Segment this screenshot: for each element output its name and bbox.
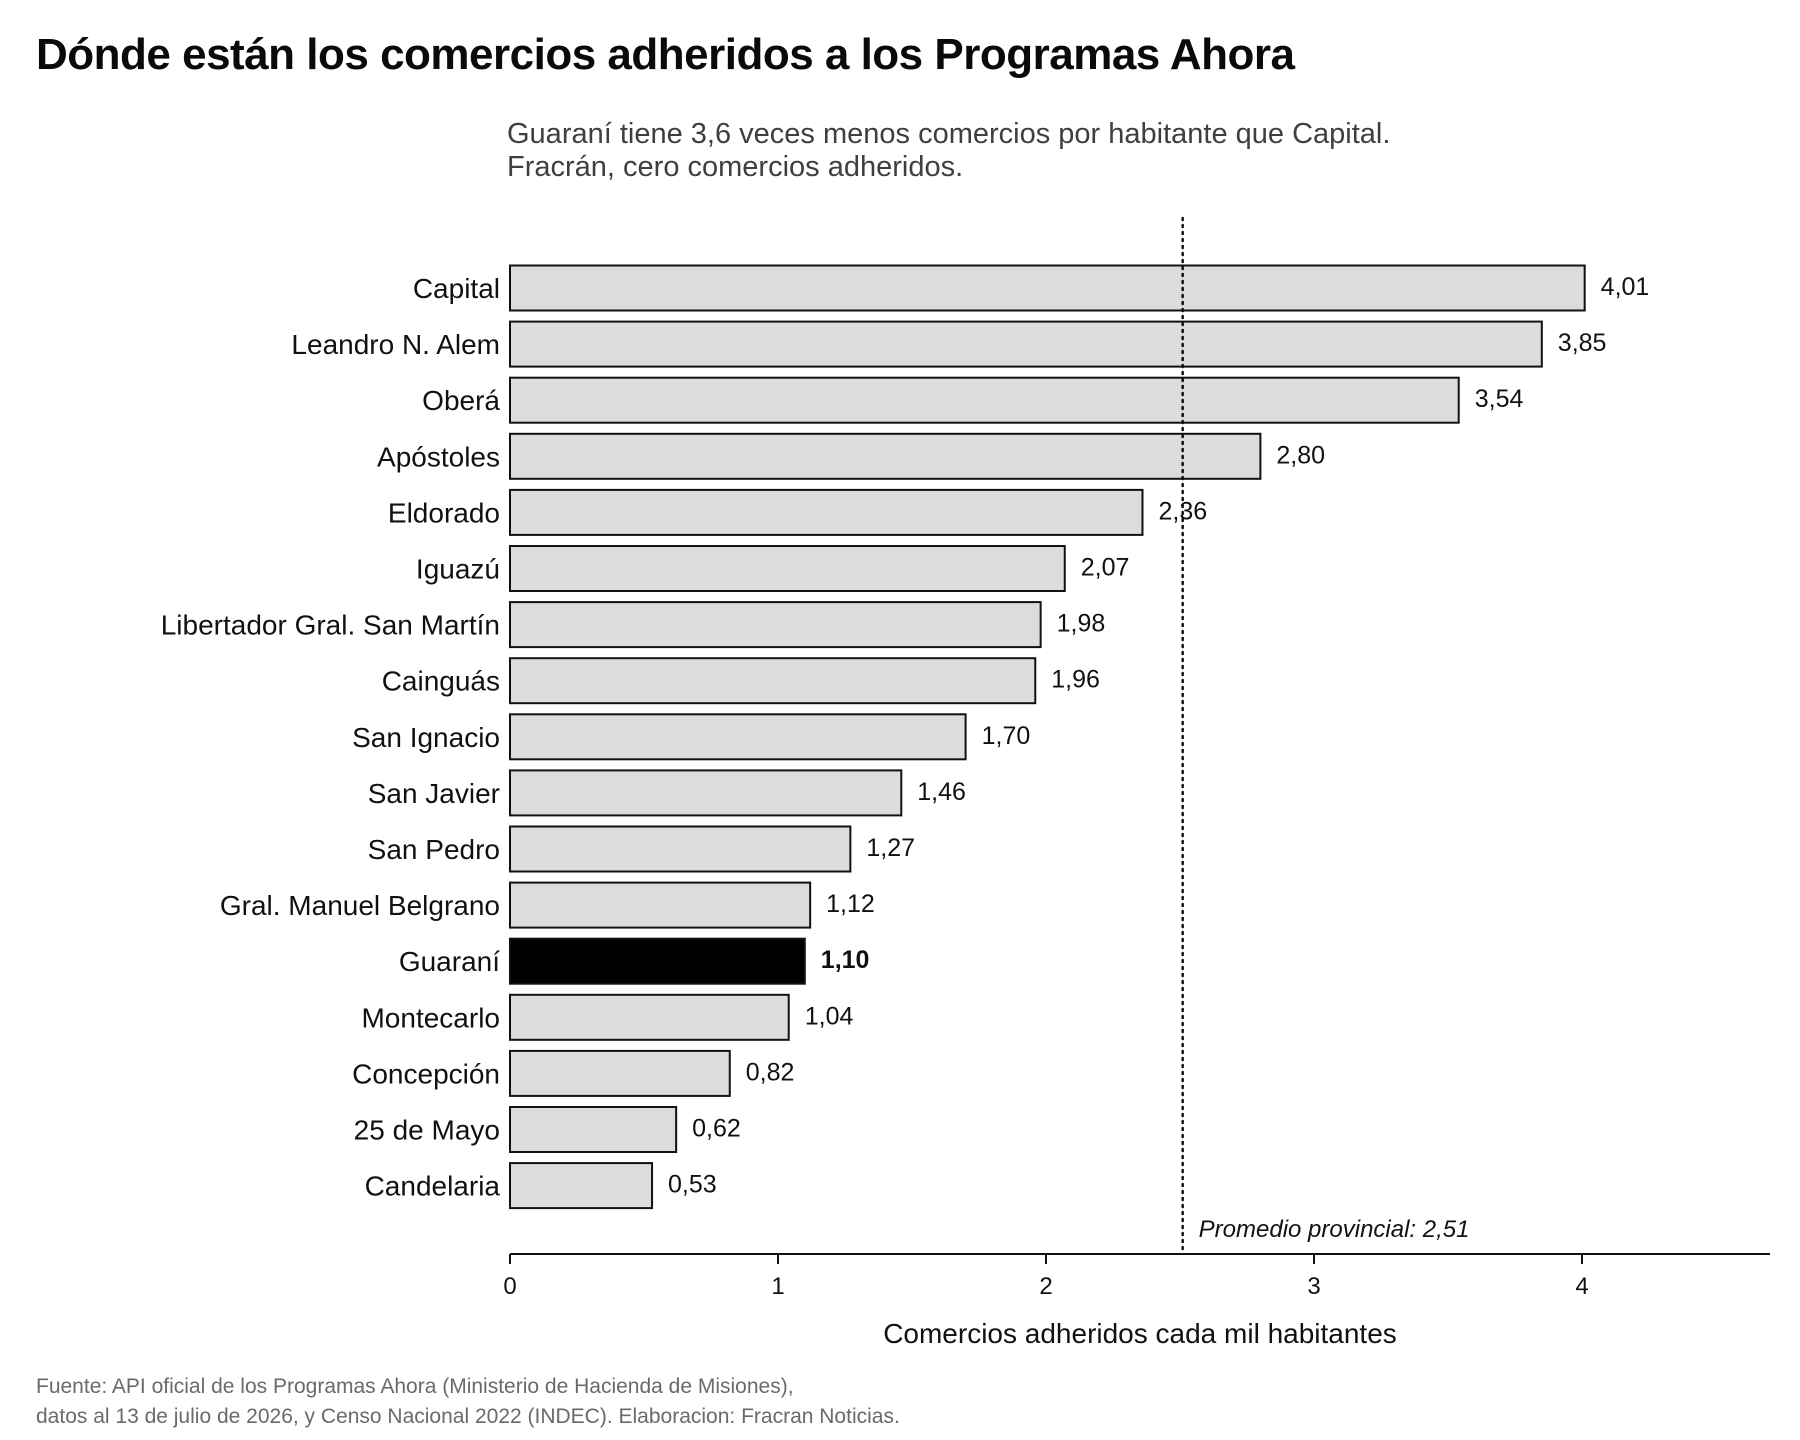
bar-san-pedro bbox=[509, 825, 852, 873]
source-footer: Fuente: API oficial de los Programas Aho… bbox=[36, 1372, 900, 1432]
subtitle-line-1: Guaraní tiene 3,6 veces menos comercios … bbox=[507, 118, 1391, 150]
chart-subtitle: Guaraní tiene 3,6 veces menos comercios … bbox=[507, 118, 1390, 184]
category-label-25-de-mayo: 25 de Mayo bbox=[354, 1115, 500, 1146]
bar-san-javier bbox=[509, 769, 903, 817]
footer-line-2: datos al 13 de julio de 2026, y Censo Na… bbox=[36, 1405, 900, 1428]
bar-chart: Capital 4,01 Leandro N. Alem 3,85 Oberá 3,54 A… bbox=[161, 216, 1770, 1349]
category-label-guarani: Guaraní bbox=[399, 946, 500, 977]
bar-eldorado bbox=[509, 488, 1144, 536]
category-label-cainguas: Cainguás bbox=[382, 666, 500, 697]
reference-line-label: Promedio provincial: 2,51 bbox=[1199, 1216, 1470, 1243]
x-tick-label-1: 1 bbox=[771, 1273, 784, 1300]
bar-guarani bbox=[509, 937, 806, 985]
bars-layer: Capital 4,01 Leandro N. Alem 3,85 Oberá 3,54 A… bbox=[161, 264, 1650, 1210]
chart-title: Dónde están los comercios adheridos a lo… bbox=[36, 30, 1295, 79]
category-label-iguazu: Iguazú bbox=[416, 554, 500, 585]
x-tick-label-3: 3 bbox=[1307, 1273, 1320, 1300]
category-label-candelaria: Candelaria bbox=[365, 1171, 501, 1202]
x-axis: 0 1 2 3 4 Comercios adheridos cada mil habita… bbox=[503, 1253, 1770, 1349]
data-label-gral-manuel-belgrano: 1,12 bbox=[826, 890, 875, 918]
bar-capital bbox=[509, 264, 1586, 312]
category-label-san-ignacio: San Ignacio bbox=[352, 722, 500, 753]
footer-line-1: Fuente: API oficial de los Programas Aho… bbox=[36, 1375, 794, 1398]
data-label-obera: 3,54 bbox=[1475, 385, 1524, 413]
category-label-montecarlo: Montecarlo bbox=[361, 1002, 500, 1033]
data-label-san-javier: 1,46 bbox=[917, 778, 966, 806]
category-label-apostoles: Apóstoles bbox=[377, 441, 500, 472]
data-label-25-de-mayo: 0,62 bbox=[692, 1115, 741, 1143]
data-label-candelaria: 0,53 bbox=[668, 1171, 717, 1199]
category-label-leandro-n-alem: Leandro N. Alem bbox=[291, 329, 500, 360]
category-label-libertador-gral-san-martin: Libertador Gral. San Martín bbox=[161, 610, 500, 641]
category-label-eldorado: Eldorado bbox=[388, 497, 500, 528]
bar-montecarlo bbox=[509, 993, 790, 1041]
reference-line-group: Promedio provincial: 2,51 bbox=[1181, 216, 1470, 1256]
bar-cainguas bbox=[509, 657, 1037, 705]
category-label-san-pedro: San Pedro bbox=[368, 834, 500, 865]
bar-obera bbox=[509, 376, 1460, 424]
x-tick-label-2: 2 bbox=[1039, 1273, 1052, 1300]
data-label-libertador-gral-san-martin: 1,98 bbox=[1057, 610, 1106, 638]
bar-candelaria bbox=[509, 1162, 654, 1210]
bar-leandro-n-alem bbox=[509, 320, 1543, 368]
category-label-san-javier: San Javier bbox=[368, 778, 500, 809]
bar-iguazu bbox=[509, 545, 1066, 592]
bar-concepcion bbox=[509, 1049, 731, 1097]
data-label-capital: 4,01 bbox=[1601, 273, 1650, 301]
data-label-iguazu: 2,07 bbox=[1081, 554, 1130, 582]
data-label-san-ignacio: 1,70 bbox=[982, 722, 1031, 750]
bar-25-de-mayo bbox=[509, 1106, 678, 1153]
bar-san-ignacio bbox=[509, 713, 967, 761]
x-tick-label-4: 4 bbox=[1575, 1273, 1588, 1300]
data-label-montecarlo: 1,04 bbox=[805, 1002, 854, 1030]
x-tick-label-0: 0 bbox=[503, 1273, 516, 1300]
category-label-concepcion: Concepción bbox=[352, 1058, 500, 1089]
bar-libertador-gral-san-martin bbox=[509, 601, 1042, 649]
data-label-san-pedro: 1,27 bbox=[866, 834, 915, 862]
category-label-capital: Capital bbox=[413, 273, 500, 304]
data-label-concepcion: 0,82 bbox=[746, 1058, 795, 1086]
data-label-guarani: 1,10 bbox=[821, 946, 870, 974]
data-label-leandro-n-alem: 3,85 bbox=[1558, 329, 1607, 357]
data-label-cainguas: 1,96 bbox=[1051, 666, 1100, 694]
subtitle-line-2: Fracrán, cero comercios adheridos. bbox=[507, 151, 964, 183]
category-label-gral-manuel-belgrano: Gral. Manuel Belgrano bbox=[220, 890, 500, 921]
bar-apostoles bbox=[509, 432, 1262, 480]
data-label-apostoles: 2,80 bbox=[1276, 441, 1325, 469]
category-label-obera: Oberá bbox=[422, 385, 500, 416]
x-axis-title: Comercios adheridos cada mil habitantes bbox=[883, 1318, 1397, 1349]
bar-gral-manuel-belgrano bbox=[509, 881, 812, 929]
